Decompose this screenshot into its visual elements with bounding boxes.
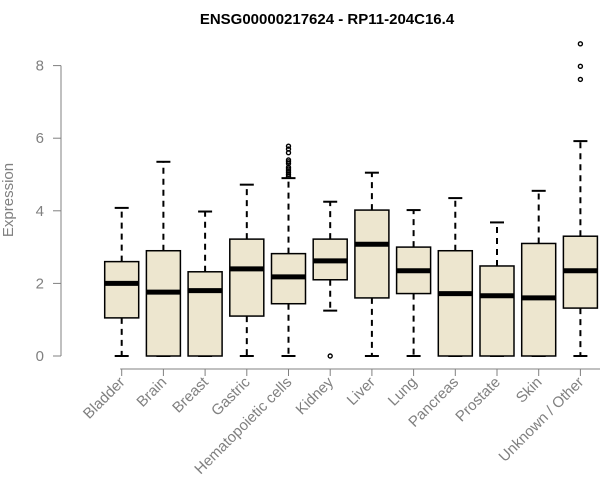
y-tick-label: 8 — [36, 58, 44, 75]
x-tick-label: Brain — [133, 374, 170, 411]
box-pancreas — [437, 197, 474, 357]
x-tick-label: Liver — [344, 374, 379, 409]
x-tick-label: Skin — [513, 374, 546, 407]
boxes-layer — [103, 41, 599, 359]
outlier-point — [285, 157, 292, 163]
outlier-point — [285, 166, 292, 172]
box-bladder — [103, 206, 140, 357]
box-body — [479, 265, 515, 357]
y-tick-label: 2 — [36, 275, 44, 292]
box-unknown-other — [562, 41, 599, 357]
outlier-point — [327, 353, 333, 359]
y-axis-label: Expression — [0, 163, 17, 237]
y-tick-label: 6 — [36, 130, 44, 147]
outlier-point — [285, 159, 292, 165]
x-tick-label: Lung — [385, 374, 421, 410]
y-tick-label: 4 — [36, 203, 44, 220]
box-brain — [145, 160, 182, 357]
box-body — [103, 260, 140, 319]
outlier-point — [577, 63, 584, 70]
box-breast — [187, 210, 223, 357]
box-lung — [395, 209, 432, 357]
box-body — [187, 271, 223, 357]
y-tick-label: 0 — [36, 348, 44, 365]
x-tick-label: Bladder — [80, 374, 129, 423]
x-tick-label: Kidney — [293, 373, 338, 418]
box-prostate — [479, 221, 515, 357]
x-tick-label: Prostate — [452, 374, 504, 426]
outlier-point — [285, 143, 292, 149]
box-liver — [354, 171, 390, 357]
box-gastric — [229, 183, 265, 357]
chart-title: ENSG00000217624 - RP11-204C16.4 — [200, 11, 455, 28]
box-skin — [520, 189, 557, 357]
outlier-point — [577, 41, 584, 47]
box-body — [145, 249, 182, 357]
box-body — [229, 238, 265, 317]
outlier-point — [577, 76, 584, 83]
y-axis: 0 2 4 6 8 — [36, 58, 62, 365]
box-body — [437, 249, 474, 357]
box-hematopoietic-cells — [270, 143, 307, 357]
box-body — [354, 209, 390, 299]
box-kidney — [312, 200, 348, 359]
x-tick-label: Breast — [169, 373, 212, 416]
outlier-point — [285, 146, 292, 152]
